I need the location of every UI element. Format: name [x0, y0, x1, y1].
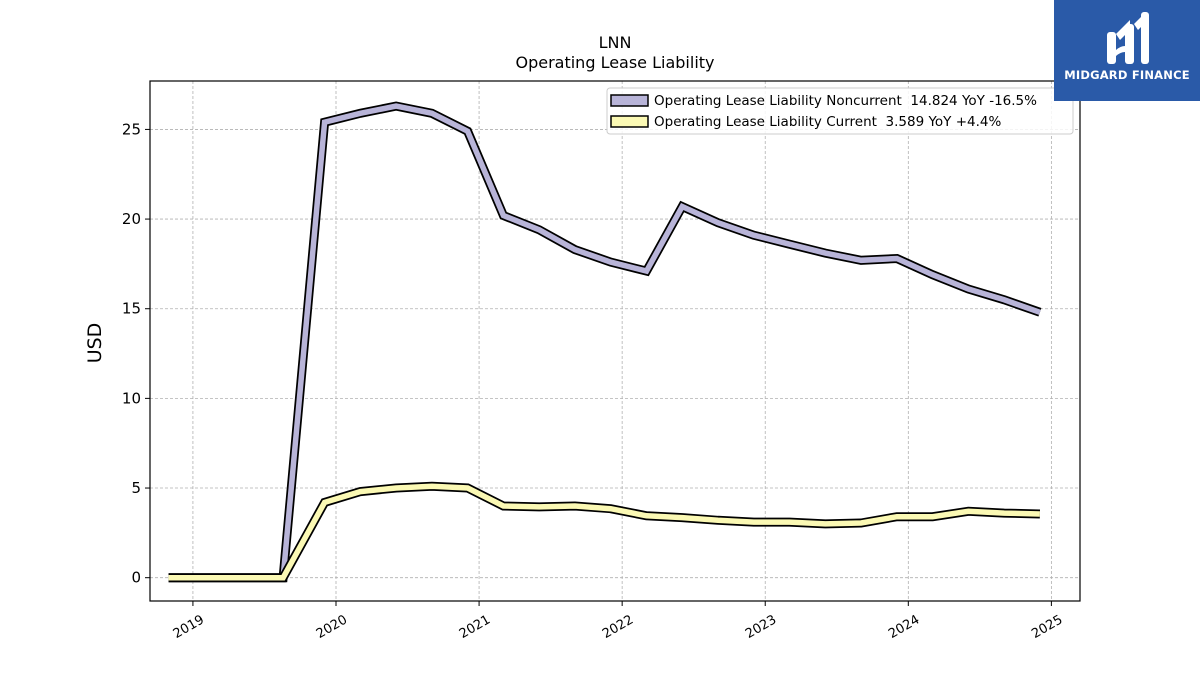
legend-box [606, 87, 1074, 135]
logo-mark-icon [1107, 12, 1149, 64]
chart-title: LNN [599, 33, 632, 52]
legend: Operating Lease Liability Noncurrent 14.… [606, 87, 1074, 135]
x-tick-label: 2021 [457, 612, 493, 642]
y-tick-label: 25 [122, 120, 141, 138]
y-tick-label: 15 [122, 300, 141, 318]
legend-label-current: Operating Lease Liability Current 3.589 … [654, 114, 1001, 130]
series-layer [168, 101, 1042, 583]
series-line-current [168, 483, 1040, 581]
y-tick-label: 0 [131, 569, 141, 587]
x-axis-ticks: 2019 2020 2021 2022 2023 2024 2025 [171, 601, 1065, 642]
y-axis-label: USD [84, 323, 106, 364]
x-tick-label: 2020 [314, 612, 350, 642]
series-line-noncurrent [168, 103, 1041, 581]
legend-swatch-noncurrent [610, 94, 649, 107]
logo-text: MIDGARD FINANCE [1064, 68, 1190, 82]
chart-subtitle: Operating Lease Liability [515, 53, 714, 72]
brand-logo: MIDGARD FINANCE [1054, 0, 1200, 101]
series-line-outline-current [168, 481, 1041, 583]
x-tick-label: 2023 [743, 612, 779, 642]
y-tick-label: 20 [122, 210, 141, 228]
y-tick-label: 10 [122, 389, 141, 407]
legend-swatch-current [610, 115, 649, 128]
x-tick-label: 2019 [171, 612, 207, 642]
x-tick-label: 2022 [600, 612, 636, 642]
legend-label-noncurrent: Operating Lease Liability Noncurrent 14.… [654, 93, 1037, 109]
x-tick-label: 2024 [886, 612, 922, 642]
y-tick-label: 5 [131, 479, 141, 497]
plot-frame [149, 80, 1081, 602]
x-tick-label: 2025 [1029, 612, 1065, 642]
y-axis-ticks: 0 5 10 15 20 25 [122, 120, 150, 587]
